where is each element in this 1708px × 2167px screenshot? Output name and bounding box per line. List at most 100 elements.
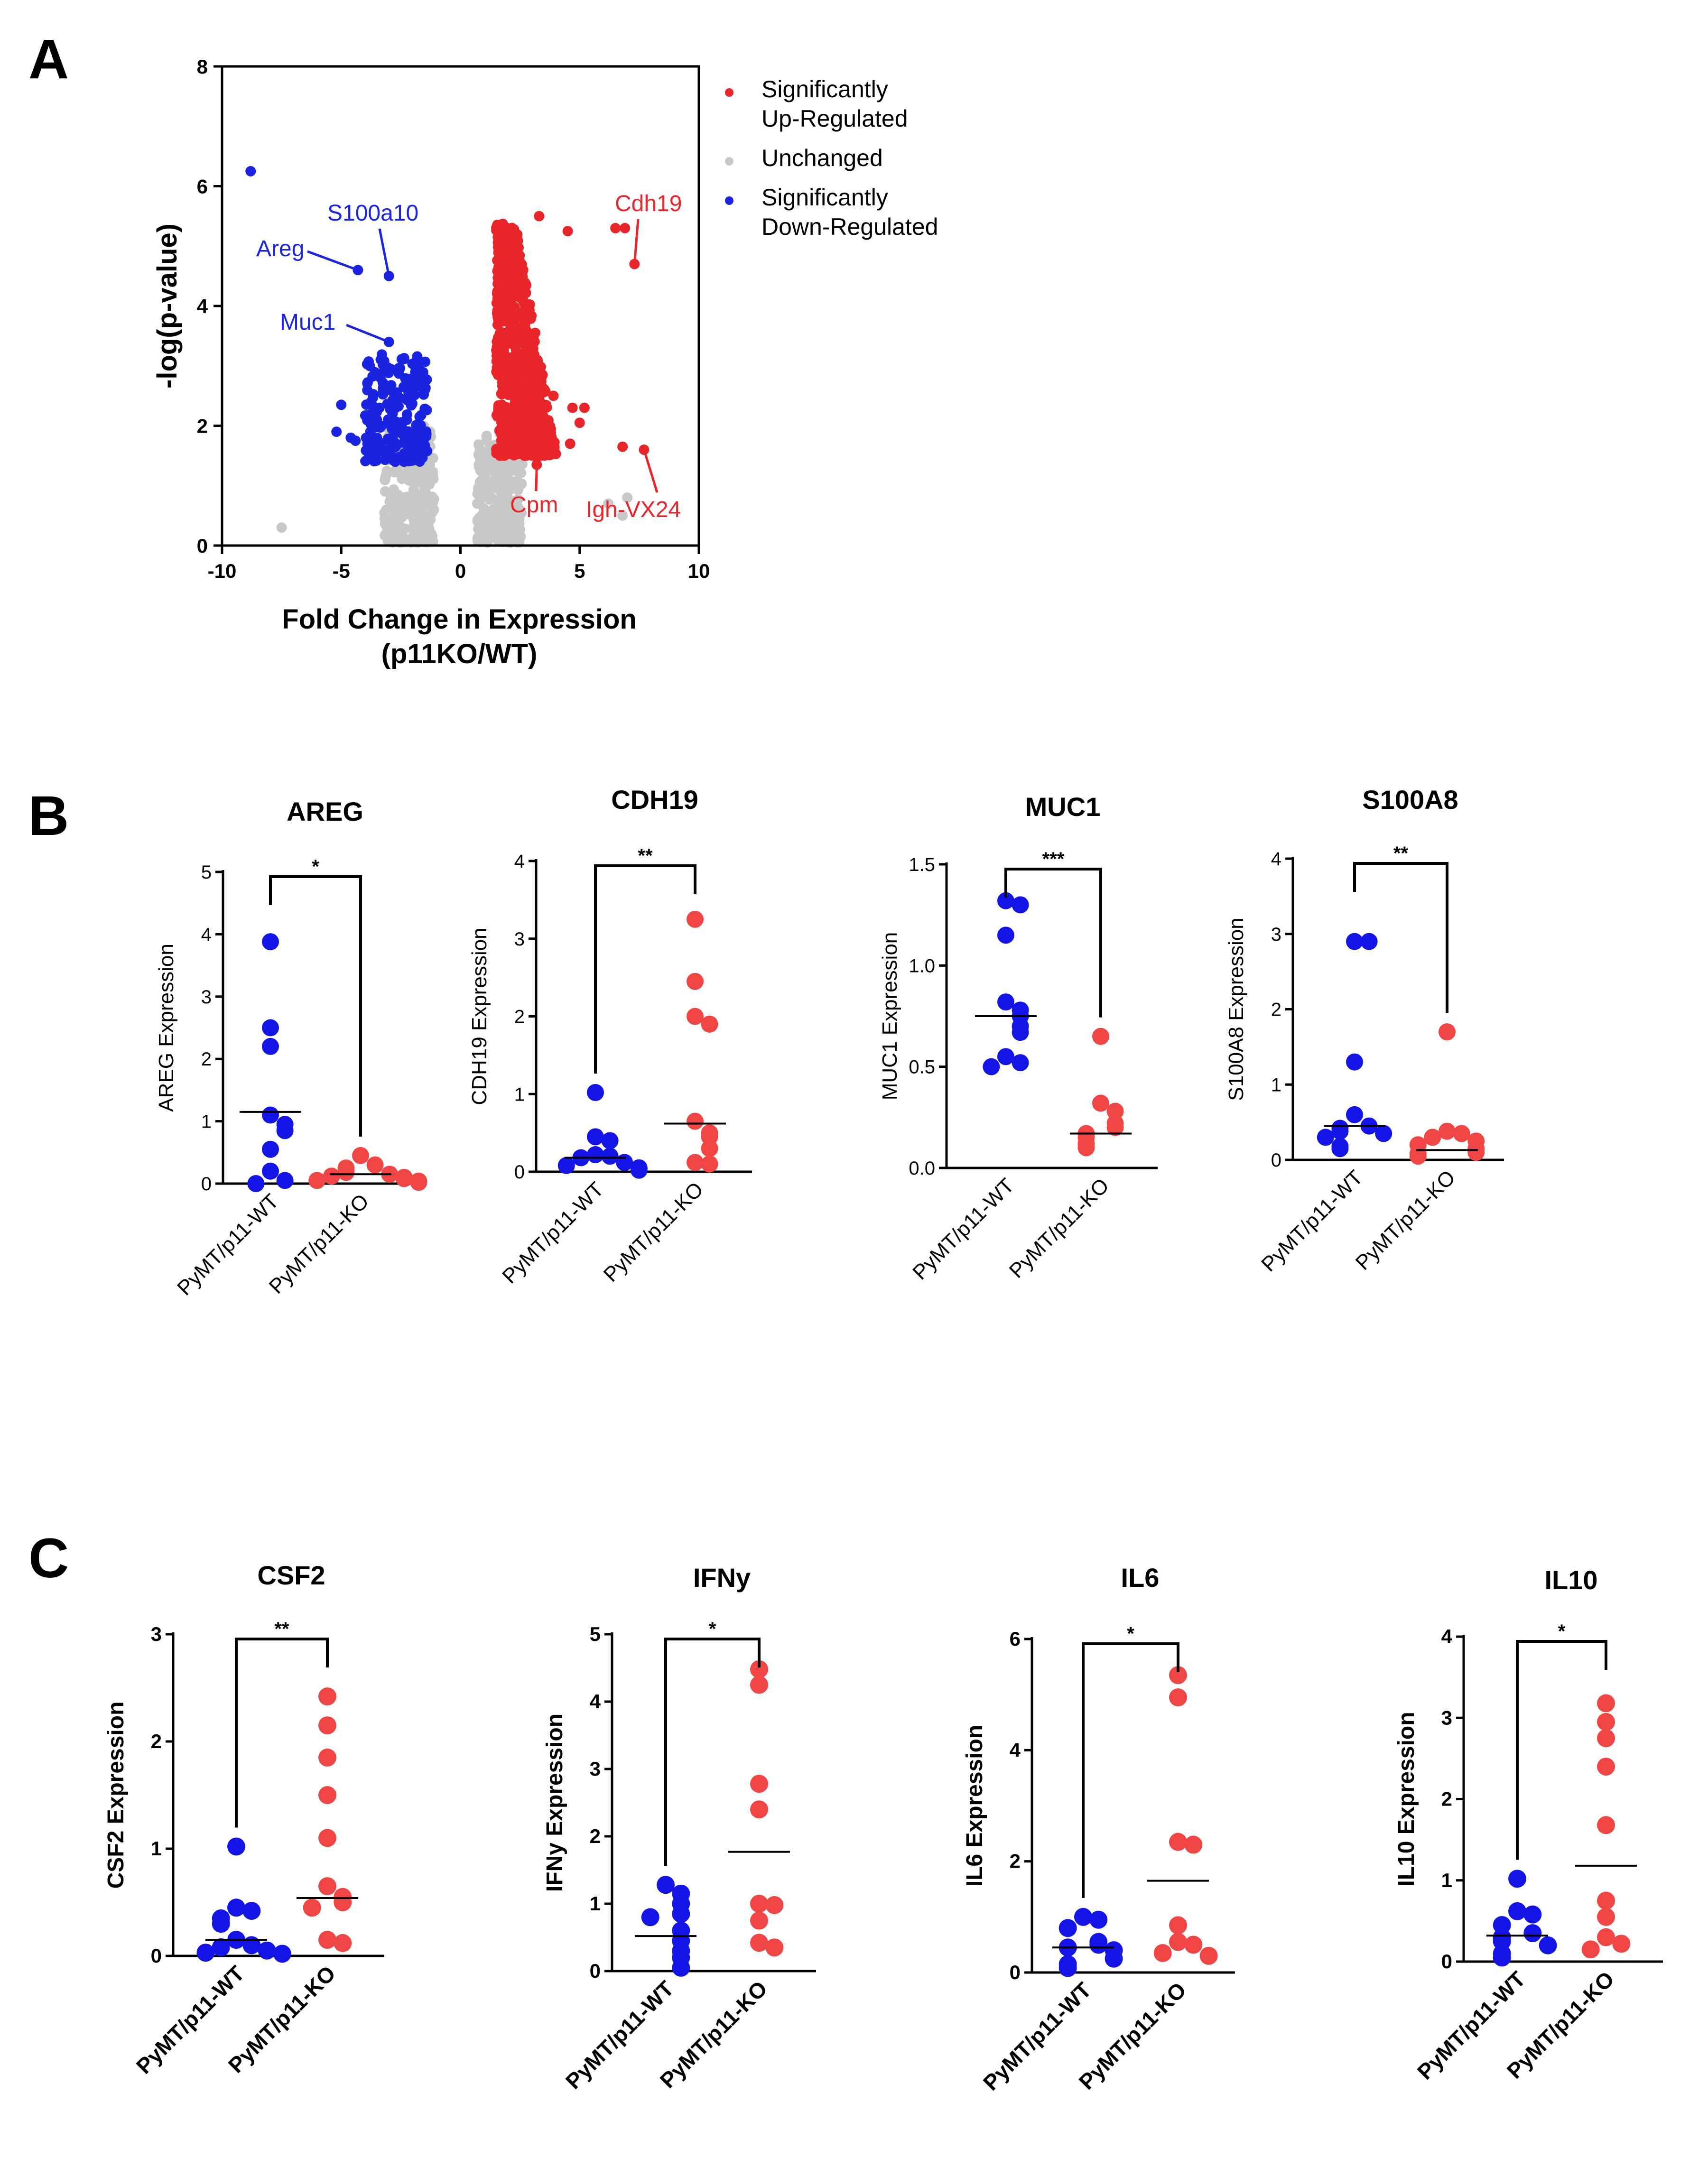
volcano-point-up: [543, 415, 554, 426]
dotplot-significance-stars: **: [1393, 843, 1409, 864]
volcano-point-unchanged: [428, 473, 439, 484]
dotplot-point-ko: [1597, 1928, 1615, 1946]
volcano-point-down: [421, 431, 432, 442]
volcano-point-down: [331, 426, 342, 437]
dotplot-y-tick-label: 5: [201, 862, 212, 883]
dotplot-point-ko: [701, 1139, 718, 1157]
volcano-point-unchanged: [477, 490, 488, 500]
volcano-point-up: [492, 241, 503, 252]
volcano-point-unchanged: [504, 505, 515, 516]
volcano-point-unchanged: [492, 534, 503, 545]
dotplot-significance-bracket: [594, 864, 696, 1074]
dotplot-y-tick-label: 3: [151, 1623, 162, 1645]
dotplot-point-wt: [587, 1084, 604, 1101]
volcano-point-up: [517, 293, 528, 304]
volcano-point-up: [524, 435, 535, 445]
volcano-point-unchanged: [426, 528, 436, 539]
dotplot-point-wt: [262, 1162, 279, 1180]
volcano-point-up: [500, 279, 511, 290]
dotplot-point-ko: [1439, 1122, 1456, 1140]
dotplot-title: AREG: [287, 796, 363, 826]
volcano-point-unchanged: [514, 513, 525, 524]
dotplot-y-label: MUC1 Expression: [878, 932, 901, 1101]
dotplot-point-wt: [983, 1058, 1000, 1075]
dotplot-point-wt: [1089, 1910, 1108, 1929]
volcano-point-up: [548, 437, 559, 448]
dotplot-point-wt: [1331, 1122, 1349, 1140]
volcano-point-up: [546, 449, 557, 460]
volcano-point-up: [538, 384, 549, 395]
dotplot-point-wt: [227, 1837, 245, 1856]
volcano-point-down: [411, 420, 422, 431]
volcano-point-up: [506, 244, 517, 255]
dotplot-point-wt: [997, 892, 1014, 909]
volcano-point-up: [506, 225, 517, 236]
volcano-y-title: -log(p-value): [152, 223, 183, 389]
dotplot-title: S100A8: [1362, 785, 1458, 815]
dotplot-point-ko: [323, 1167, 340, 1185]
dotplot-y-tick-label: 4: [1441, 1625, 1453, 1648]
dotplot-point-ko: [687, 972, 704, 990]
volcano-point-up: [497, 327, 508, 338]
volcano-point-down: [406, 400, 417, 411]
dotplot-point-ko: [334, 1934, 352, 1952]
volcano-point-down: [404, 430, 415, 441]
volcano-point-down: [416, 443, 427, 454]
dotplot-point-ko: [1106, 1119, 1124, 1136]
volcano-point-unchanged: [389, 505, 400, 516]
volcano-leader-line: [643, 449, 659, 493]
volcano-point-up: [516, 333, 527, 344]
volcano-point-down: [368, 389, 379, 400]
dotplot-point-wt: [1375, 1125, 1392, 1142]
dotplot-y-tick-label: 6: [1010, 1628, 1021, 1650]
dotplot-point-wt: [587, 1146, 604, 1163]
dotplot-point-ko: [687, 1154, 704, 1171]
dotplot-point-wt: [1493, 1948, 1511, 1967]
dotplot-point-wt: [262, 933, 279, 951]
dotplot-point-ko: [395, 1170, 413, 1187]
dotplot-y-tick-label: 3: [1271, 924, 1281, 945]
volcano-point-unchanged: [393, 519, 403, 530]
volcano-point-up: [620, 222, 631, 233]
volcano-gene-label: Cpm: [510, 492, 558, 518]
dotplot-y-label: IL10 Expression: [1394, 1712, 1419, 1886]
dotplot-point-ko: [1169, 1666, 1187, 1685]
dotplot-significance-stars: *: [1558, 1621, 1566, 1642]
volcano-points: [245, 166, 650, 548]
volcano-point-unchanged: [397, 511, 408, 522]
dotplot-y-tick-label: 1.0: [909, 955, 935, 976]
dotplot-y-tick-label: 2: [1271, 1000, 1281, 1020]
dotplot-y-label: S100A8 Expression: [1225, 917, 1248, 1101]
volcano-point-up: [529, 349, 539, 360]
volcano-point-unchanged: [420, 485, 431, 496]
dotplot-point-ko: [1077, 1139, 1095, 1157]
dotplot-point-ko: [750, 1775, 768, 1793]
volcano-point-unchanged: [427, 491, 437, 502]
volcano-point-down: [409, 376, 420, 387]
volcano-point-up: [499, 386, 510, 397]
dotplot-point-wt: [1074, 1908, 1092, 1926]
dotplot-point-ko: [308, 1172, 326, 1189]
dotplot-point-wt: [1508, 1870, 1526, 1888]
dotplot-point-ko: [318, 1748, 336, 1767]
dotplot-y-tick-label: 2: [1441, 1788, 1452, 1810]
legend-marker: [725, 88, 733, 97]
volcano-leader-line: [633, 219, 640, 264]
volcano-point-unchanged: [622, 492, 633, 503]
dotplot-significance-stars: *: [709, 1619, 716, 1639]
volcano-y-tick-label: 0: [197, 535, 208, 557]
dotplot-point-ko: [687, 1008, 704, 1025]
volcano-point-down: [367, 371, 378, 382]
dotplot-point-ko: [334, 1893, 352, 1911]
volcano-point-up: [521, 450, 532, 461]
volcano-point-up: [507, 270, 518, 280]
dotplot-point-wt: [641, 1908, 659, 1926]
volcano-point-up: [503, 302, 514, 313]
volcano-point-up: [495, 267, 506, 278]
dotplot-point-ko: [303, 1898, 321, 1917]
dotplot-point-wt: [1360, 933, 1378, 950]
legend-label: Unchanged: [761, 145, 883, 171]
volcano-point-up: [511, 344, 521, 355]
dotplot-group-label: PyMT/p11-WT: [1257, 1166, 1367, 1276]
